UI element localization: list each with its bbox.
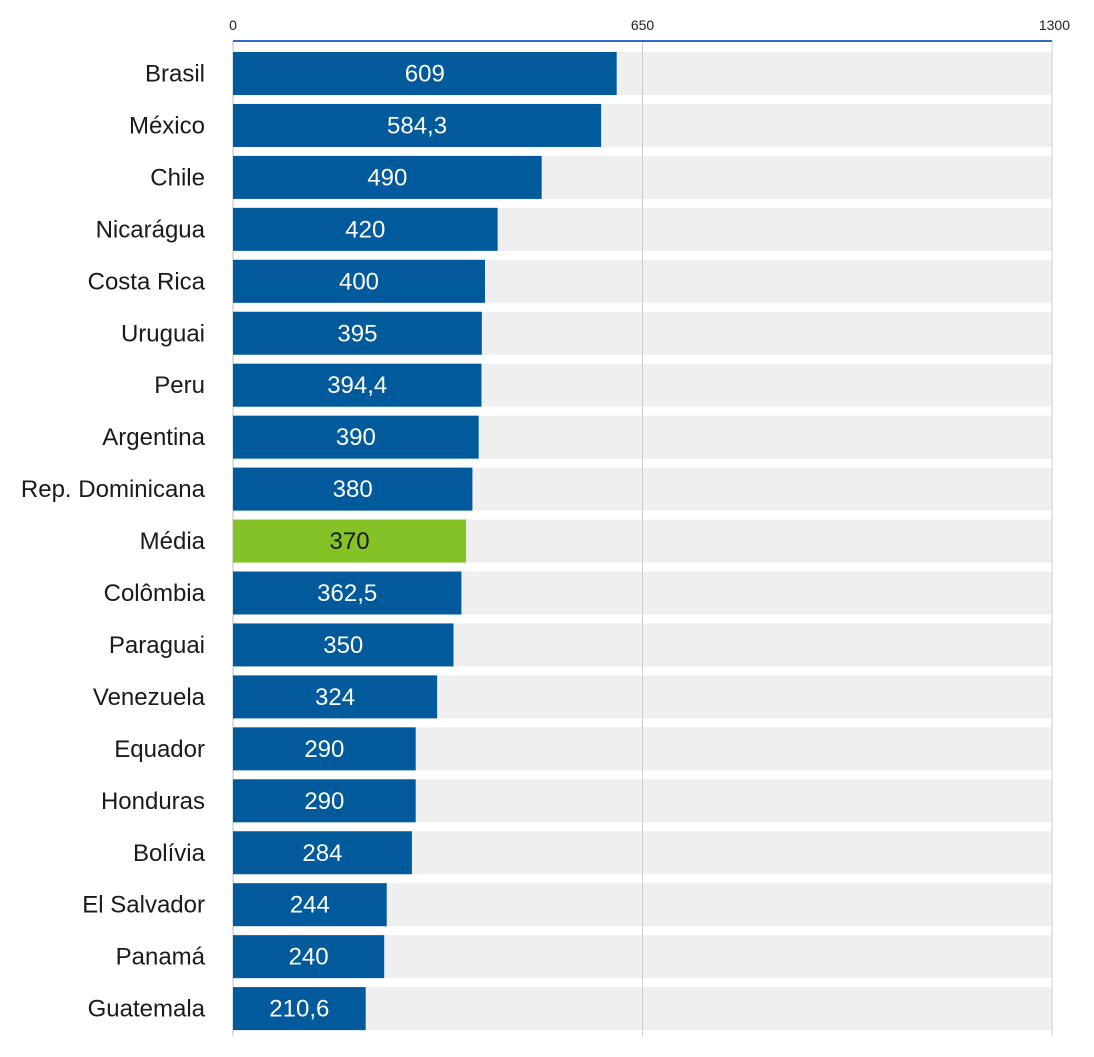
tick-label: 1300 [1039, 17, 1070, 33]
category-label: Rep. Dominicana [21, 476, 206, 503]
bar [233, 883, 387, 927]
value-label: 210,6 [269, 996, 329, 1023]
category-label: Equador [114, 736, 205, 763]
value-label: 290 [304, 788, 344, 815]
bar [233, 675, 438, 719]
value-label: 380 [333, 476, 373, 503]
bar [233, 52, 617, 95]
value-label: 395 [337, 320, 377, 347]
bar [233, 935, 385, 979]
bar [233, 987, 366, 1031]
value-label: 390 [336, 424, 376, 451]
bar [233, 259, 485, 303]
value-labels: 609 584,3 490 420 400 395 394,4 390 380 370 362,5 3… [269, 61, 447, 1023]
bar [233, 727, 416, 771]
category-label: Nicarágua [96, 216, 206, 243]
category-label: Paraguai [109, 632, 205, 659]
bar [233, 363, 482, 407]
value-label: 324 [315, 684, 355, 711]
bar [233, 103, 602, 147]
tick-label: 650 [631, 17, 655, 33]
value-label: 490 [367, 164, 407, 191]
bar [233, 623, 454, 667]
bars [233, 52, 617, 1031]
value-label: 362,5 [317, 580, 377, 607]
category-label: Brasil [145, 61, 205, 88]
tick-label: 0 [229, 17, 237, 33]
bar [233, 831, 412, 875]
value-label: 240 [289, 944, 329, 971]
category-label: Panamá [116, 944, 206, 971]
category-label: Média [140, 528, 206, 555]
top-axis: 0 650 1300 [229, 17, 1070, 42]
bar [233, 467, 473, 511]
category-labels: Brasil México Chile Nicarágua Costa Rica Urug… [21, 61, 206, 1023]
value-label: 584,3 [387, 112, 447, 139]
bar [233, 779, 416, 823]
value-label: 284 [302, 840, 342, 867]
bar [233, 311, 482, 355]
value-label: 290 [304, 736, 344, 763]
value-label: 394,4 [327, 372, 387, 399]
category-label: Chile [150, 164, 205, 191]
category-label: Colômbia [104, 580, 206, 607]
bar [233, 155, 542, 199]
value-label: 350 [323, 632, 363, 659]
bar [233, 207, 498, 251]
value-label: 370 [330, 528, 370, 555]
bar-media [233, 519, 467, 563]
value-label: 400 [339, 268, 379, 295]
category-label: México [129, 112, 205, 139]
bar [233, 415, 479, 459]
value-label: 420 [345, 216, 385, 243]
category-label: Bolívia [133, 840, 206, 867]
bar [233, 571, 462, 615]
value-label: 244 [290, 892, 330, 919]
value-label: 609 [405, 61, 445, 88]
category-label: El Salvador [82, 892, 205, 919]
category-label: Uruguai [121, 320, 205, 347]
category-label: Honduras [101, 788, 205, 815]
category-label: Argentina [102, 424, 205, 451]
category-label: Venezuela [93, 684, 206, 711]
category-label: Peru [154, 372, 205, 399]
category-label: Costa Rica [88, 268, 206, 295]
category-label: Guatemala [88, 996, 206, 1023]
